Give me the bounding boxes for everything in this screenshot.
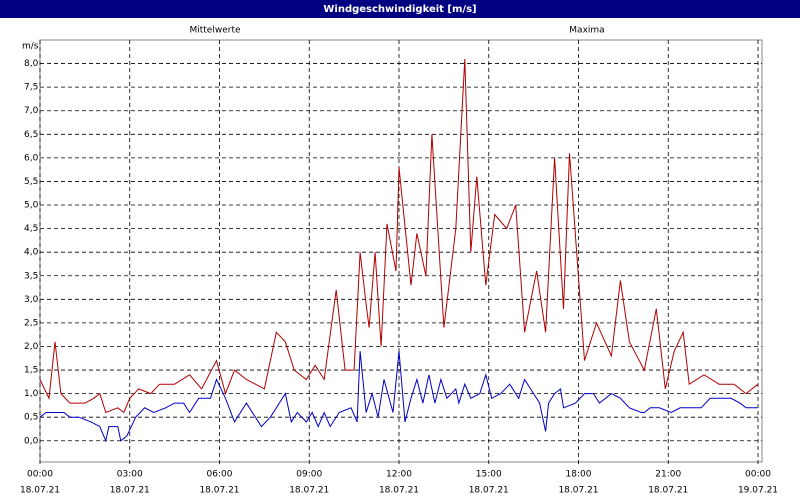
x-tick-label: 03:00 bbox=[117, 470, 143, 480]
y-tick-label: 0,5 bbox=[24, 413, 38, 423]
x-tick-date: 18.07.21 bbox=[110, 486, 150, 496]
y-tick-label: 3,5 bbox=[24, 271, 38, 281]
legend-label: Maxima bbox=[569, 26, 604, 36]
y-tick-label: 3,0 bbox=[24, 295, 39, 305]
x-tick-label: 00:00 bbox=[27, 470, 53, 480]
x-tick-date: 18.07.21 bbox=[20, 486, 60, 496]
x-tick-label: 06:00 bbox=[207, 470, 233, 480]
y-tick-label: 4,0 bbox=[24, 248, 39, 258]
x-tick-date: 19.07.21 bbox=[738, 486, 778, 496]
y-tick-label: 8,0 bbox=[24, 59, 39, 69]
y-tick-label: 4,5 bbox=[24, 224, 38, 234]
y-tick-label: 7,5 bbox=[24, 83, 38, 93]
legend-label: Mittelwerte bbox=[189, 26, 240, 36]
y-tick-label: 1,5 bbox=[24, 366, 38, 376]
x-tick-date: 18.07.21 bbox=[469, 486, 509, 496]
y-tick-label: 2,0 bbox=[24, 342, 39, 352]
series-line bbox=[39, 351, 758, 443]
x-tick-label: 15:00 bbox=[476, 470, 502, 480]
x-tick-date: 18.07.21 bbox=[379, 486, 419, 496]
y-tick-label: 6,0 bbox=[24, 153, 39, 163]
x-tick-date: 18.07.21 bbox=[648, 486, 688, 496]
x-tick-date: 18.07.21 bbox=[289, 486, 329, 496]
y-tick-label: 0,0 bbox=[24, 436, 39, 446]
title-bar bbox=[0, 0, 800, 18]
series-line bbox=[39, 58, 759, 414]
x-tick-label: 00:00 bbox=[745, 470, 771, 480]
y-tick-label: 5,0 bbox=[24, 201, 39, 211]
y-tick-label: 2,5 bbox=[24, 318, 38, 328]
y-tick-label: 6,5 bbox=[24, 130, 38, 140]
x-tick-label: 12:00 bbox=[386, 470, 412, 480]
x-tick-label: 21:00 bbox=[655, 470, 681, 480]
x-tick-date: 18.07.21 bbox=[199, 486, 239, 496]
y-tick-label: 1,0 bbox=[24, 389, 39, 399]
x-tick-label: 18:00 bbox=[566, 470, 592, 480]
y-unit: m/s bbox=[22, 42, 39, 52]
y-tick-label: 7,0 bbox=[24, 106, 39, 116]
x-tick-date: 18.07.21 bbox=[558, 486, 598, 496]
x-tick-label: 09:00 bbox=[296, 470, 322, 480]
y-tick-label: 5,5 bbox=[24, 177, 38, 187]
chart-title: Windgeschwindigkeit [m/s] bbox=[323, 4, 476, 15]
